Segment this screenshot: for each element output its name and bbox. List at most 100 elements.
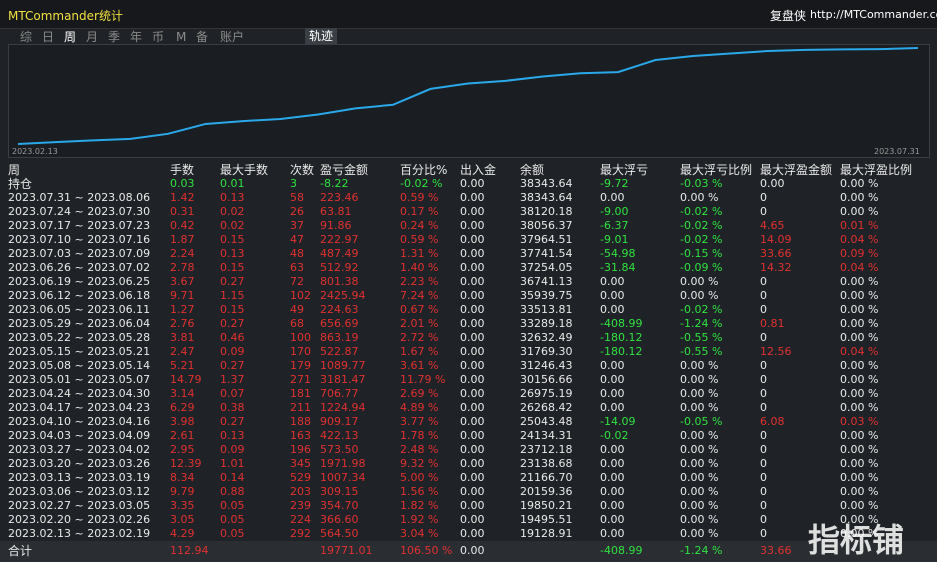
week-cell: 0.00 [460, 429, 485, 442]
week-cell: 31246.43 [520, 359, 573, 372]
week-cell: 224.63 [320, 303, 359, 316]
week-cell: 1.01 [220, 457, 245, 470]
week-cell: 0.00 [460, 415, 485, 428]
week-cell: 0.14 [220, 471, 245, 484]
week-cell: 0.00 % [840, 443, 879, 456]
week-cell: 0.04 % [840, 345, 879, 358]
tab[interactable]: 币 [152, 30, 165, 44]
week-cell: 863.19 [320, 331, 359, 344]
tab[interactable]: M [176, 30, 187, 44]
tab[interactable]: 账户 [220, 30, 245, 44]
week-cell: 2023.05.01 ~ 2023.05.07 [8, 373, 151, 386]
column-header: 最大浮亏 [600, 163, 649, 177]
week-cell: 7.24 % [400, 289, 439, 302]
week-cell: 564.50 [320, 527, 359, 540]
curve-end-label: 2023.07.31 [874, 147, 920, 156]
week-cell: 0.15 [220, 303, 245, 316]
tab[interactable]: 周 [64, 30, 77, 44]
week-cell: 0.09 [220, 345, 245, 358]
week-cell: 0 [760, 359, 767, 372]
week-cell: -0.55 % [680, 331, 723, 344]
week-cell: 0.00 [460, 485, 485, 498]
week-cell: -180.12 [600, 345, 643, 358]
week-cell: 0.00 [460, 373, 485, 386]
week-cell: 0.00 [460, 527, 485, 540]
week-cell: 0.00 % [840, 401, 879, 414]
total-cell: 合计 [8, 544, 33, 558]
week-cell: 0.00 % [840, 485, 879, 498]
week-cell: 0.00 % [680, 275, 719, 288]
tab[interactable]: 月 [86, 30, 99, 44]
week-cell: 12.39 [170, 457, 202, 470]
column-header: 最大浮盈比例 [840, 163, 913, 177]
week-cell: 0.00 % [840, 275, 879, 288]
week-cell: -0.55 % [680, 345, 723, 358]
week-cell: 1.37 [220, 373, 245, 386]
week-cell: 179 [290, 359, 311, 372]
total-cell: 106.50 % [400, 544, 453, 557]
week-cell: -0.02 % [680, 233, 723, 246]
week-cell: 1.92 % [400, 513, 439, 526]
week-cell: 0.46 [220, 331, 245, 344]
week-cell: 0.00 [460, 289, 485, 302]
week-cell: 196 [290, 443, 311, 456]
week-cell: 0.00 [460, 359, 485, 372]
week-cell: 2.76 [170, 317, 195, 330]
tab[interactable]: 季 [108, 30, 121, 44]
week-cell: 2.24 [170, 247, 195, 260]
week-cell: 1971.98 [320, 457, 366, 470]
tab[interactable]: 综 [20, 30, 33, 44]
week-cell: 0.00 [600, 471, 625, 484]
week-cell: 0.67 % [400, 303, 439, 316]
week-cell: 0.81 [760, 317, 785, 330]
brand[interactable]: 复盘侠 [770, 9, 807, 23]
week-cell: 0.00 % [840, 387, 879, 400]
total-bar [0, 541, 937, 562]
week-cell: 11.79 % [400, 373, 446, 386]
column-header: 次数 [290, 163, 315, 177]
week-cell: 0 [760, 429, 767, 442]
week-cell: 5.00 % [400, 471, 439, 484]
week-cell: 0.59 % [400, 191, 439, 204]
week-cell: 0 [760, 527, 767, 540]
week-cell: 0 [760, 401, 767, 414]
week-cell: 0.00 [460, 471, 485, 484]
week-cell: 0.38 [220, 401, 245, 414]
week-cell: 9.79 [170, 485, 195, 498]
week-cell: 48 [290, 247, 304, 260]
tab[interactable]: 日 [42, 30, 55, 44]
week-cell: 0.02 [220, 219, 245, 232]
week-cell: 19128.91 [520, 527, 573, 540]
week-cell: 91.86 [320, 219, 352, 232]
week-cell: 0.00 [460, 387, 485, 400]
week-cell: 2023.07.03 ~ 2023.07.09 [8, 247, 151, 260]
week-cell: 26975.19 [520, 387, 573, 400]
tab[interactable]: 备 [196, 30, 209, 44]
week-cell: 2425.94 [320, 289, 366, 302]
week-cell: 24134.31 [520, 429, 573, 442]
week-cell: 0.02 [220, 205, 245, 218]
week-cell: 0 [760, 191, 767, 204]
week-cell: 0.00 % [680, 513, 719, 526]
week-cell: 0.00 [600, 289, 625, 302]
week-cell: 0.00 % [840, 331, 879, 344]
week-cell: 2023.05.08 ~ 2023.05.14 [8, 359, 151, 372]
position-cell: 0.00 [760, 177, 785, 190]
tab[interactable]: 年 [130, 30, 143, 44]
url-link[interactable]: http://MTCommander.com [810, 8, 937, 21]
week-cell: 0.05 [220, 513, 245, 526]
week-cell: 0 [760, 303, 767, 316]
position-cell: -9.72 [600, 177, 629, 190]
week-cell: 2023.03.06 ~ 2023.03.12 [8, 485, 151, 498]
position-cell: 3 [290, 177, 297, 190]
week-cell: -0.02 % [680, 219, 723, 232]
week-cell: 2023.06.05 ~ 2023.06.11 [8, 303, 151, 316]
week-cell: 0.00 % [680, 499, 719, 512]
week-cell: 2023.07.17 ~ 2023.07.23 [8, 219, 151, 232]
week-cell: -54.98 [600, 247, 636, 260]
view-button[interactable]: 轨迹 [305, 28, 337, 45]
week-cell: 573.50 [320, 443, 359, 456]
week-cell: 6.08 [760, 415, 785, 428]
week-cell: 6.29 [170, 401, 195, 414]
